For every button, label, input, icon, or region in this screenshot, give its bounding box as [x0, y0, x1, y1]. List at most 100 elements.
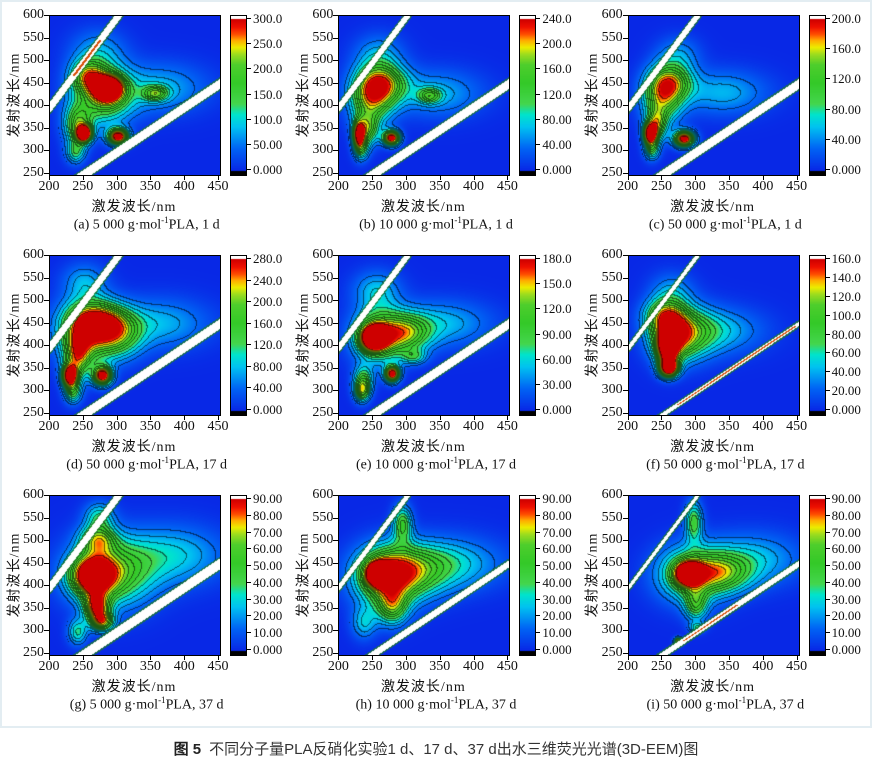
colorbar-tick-label: 30.00 [542, 376, 572, 392]
colorbar [230, 255, 247, 416]
panel-caption: (h) 10 000 g·mol-1PLA, 37 d [291, 695, 580, 714]
colorbar-tick-mark [536, 531, 541, 533]
colorbar-tick-mark [247, 565, 251, 567]
y-tick-mark [44, 105, 49, 107]
colorbar-tick-label: 90.00 [542, 326, 572, 342]
colorbar-tick-label: 20.00 [831, 383, 861, 399]
colorbar-tick-mark [247, 301, 251, 303]
y-tick-label: 250 [23, 645, 44, 660]
x-tick-mark [796, 175, 798, 180]
colorbar-tick-mark [247, 344, 251, 346]
eem-panel-f: 发射波长/nm 激发波长/nm (f) 50 000 g·mol-1PLA, 1… [581, 242, 870, 482]
eem-contour-plot [338, 495, 511, 656]
x-tick-label: 200 [617, 179, 639, 194]
y-tick-label: 600 [23, 7, 44, 22]
panel-caption: (f) 50 000 g·mol-1PLA, 17 d [581, 455, 870, 474]
x-tick-label: 300 [395, 419, 417, 434]
colorbar-tick-label: 120.0 [253, 337, 283, 353]
colorbar-tick-label: 240.0 [253, 272, 283, 288]
colorbar-tick-mark [825, 565, 830, 567]
colorbar-tick-mark [536, 43, 541, 45]
y-tick-label: 300 [23, 622, 44, 638]
x-tick-mark [695, 175, 697, 180]
y-tick-label: 600 [601, 247, 623, 262]
colorbar-tick-mark [536, 565, 541, 567]
colorbar-tick-mark [536, 258, 541, 259]
x-tick-mark [82, 655, 84, 660]
y-tick-label: 300 [23, 382, 44, 398]
colorbar-tick-mark [536, 118, 541, 120]
colorbar-tick-mark [825, 333, 830, 335]
x-tick-mark [762, 175, 764, 180]
x-tick-label: 400 [752, 419, 774, 434]
y-tick-label: 350 [23, 119, 44, 135]
y-tick-mark [333, 105, 339, 107]
panel-caption-text: (g) 5 000 g·mol [69, 697, 159, 713]
x-tick-label: 450 [786, 179, 808, 194]
colorbar-tick-mark [247, 18, 251, 19]
colorbar-tick-mark [536, 598, 541, 600]
x-tick-label: 450 [207, 179, 229, 194]
x-tick-mark [661, 175, 663, 180]
y-tick-mark [44, 322, 49, 324]
x-axis-label: 激发波长/nm [380, 680, 466, 695]
colorbar-tick-mark [536, 581, 541, 583]
x-tick-label: 350 [718, 179, 740, 194]
colorbar-tick-label: 30.00 [831, 591, 861, 607]
y-tick-mark [333, 630, 339, 632]
colorbar-tick-label: 40.00 [253, 380, 283, 396]
colorbar-tick-mark [825, 649, 830, 650]
y-tick-label: 400 [312, 577, 334, 593]
colorbar-tick-label: 280.0 [253, 251, 283, 266]
colorbar [519, 15, 537, 176]
x-tick-label: 200 [327, 179, 349, 194]
colorbar-tick-label: 160.0 [253, 315, 283, 331]
y-tick-mark [44, 367, 49, 369]
x-tick-mark [150, 175, 152, 180]
y-tick-mark [333, 277, 339, 279]
colorbar-tick-mark [247, 649, 251, 650]
eem-contour-plot [49, 15, 221, 176]
y-tick-label: 450 [312, 74, 334, 90]
y-tick-label: 450 [312, 314, 334, 330]
y-tick-label: 500 [601, 532, 623, 548]
x-tick-mark [695, 415, 697, 420]
x-tick-mark [661, 415, 663, 420]
y-tick-mark [622, 127, 628, 129]
colorbar-tick-mark [536, 649, 541, 650]
colorbar [808, 495, 826, 656]
y-tick-label: 500 [312, 292, 334, 308]
panel-caption-suffix: PLA, 1 d [168, 217, 220, 233]
x-tick-label: 400 [173, 659, 195, 674]
x-tick-mark [729, 175, 731, 180]
eem-contour-plot [627, 15, 800, 176]
panel-caption-suffix: PLA, 17 d [169, 457, 228, 473]
colorbar-tick-label: 40.00 [253, 574, 283, 590]
y-tick-label: 550 [23, 29, 44, 45]
colorbar-tick-mark [536, 283, 541, 285]
y-tick-label: 550 [312, 509, 334, 525]
y-tick-mark [622, 413, 628, 414]
x-tick-mark [372, 655, 374, 660]
colorbar [230, 15, 247, 176]
x-tick-mark [439, 415, 441, 420]
y-tick-mark [44, 607, 49, 609]
colorbar-tick-mark [825, 258, 830, 259]
colorbar-tick-mark [247, 409, 251, 410]
colorbar-tick-mark [825, 598, 830, 600]
y-tick-label: 500 [23, 52, 44, 68]
y-tick-label: 400 [23, 337, 44, 353]
x-tick-label: 350 [139, 179, 161, 194]
colorbar [808, 255, 826, 416]
x-tick-mark [405, 415, 407, 420]
x-tick-mark [405, 175, 407, 180]
y-tick-label: 600 [312, 487, 334, 502]
colorbar-tick-label: 150.0 [542, 276, 572, 292]
colorbar-tick-label: 70.00 [253, 524, 283, 540]
x-tick-mark [116, 655, 118, 660]
x-axis-label: 激发波长/nm [91, 680, 177, 695]
x-tick-label: 300 [106, 179, 128, 194]
y-tick-label: 400 [601, 337, 623, 353]
eem-panel-d: 发射波长/nm 激发波长/nm (d) 50 000 g·mol-1PLA, 1… [2, 242, 291, 482]
eem-contour-plot [49, 255, 221, 416]
